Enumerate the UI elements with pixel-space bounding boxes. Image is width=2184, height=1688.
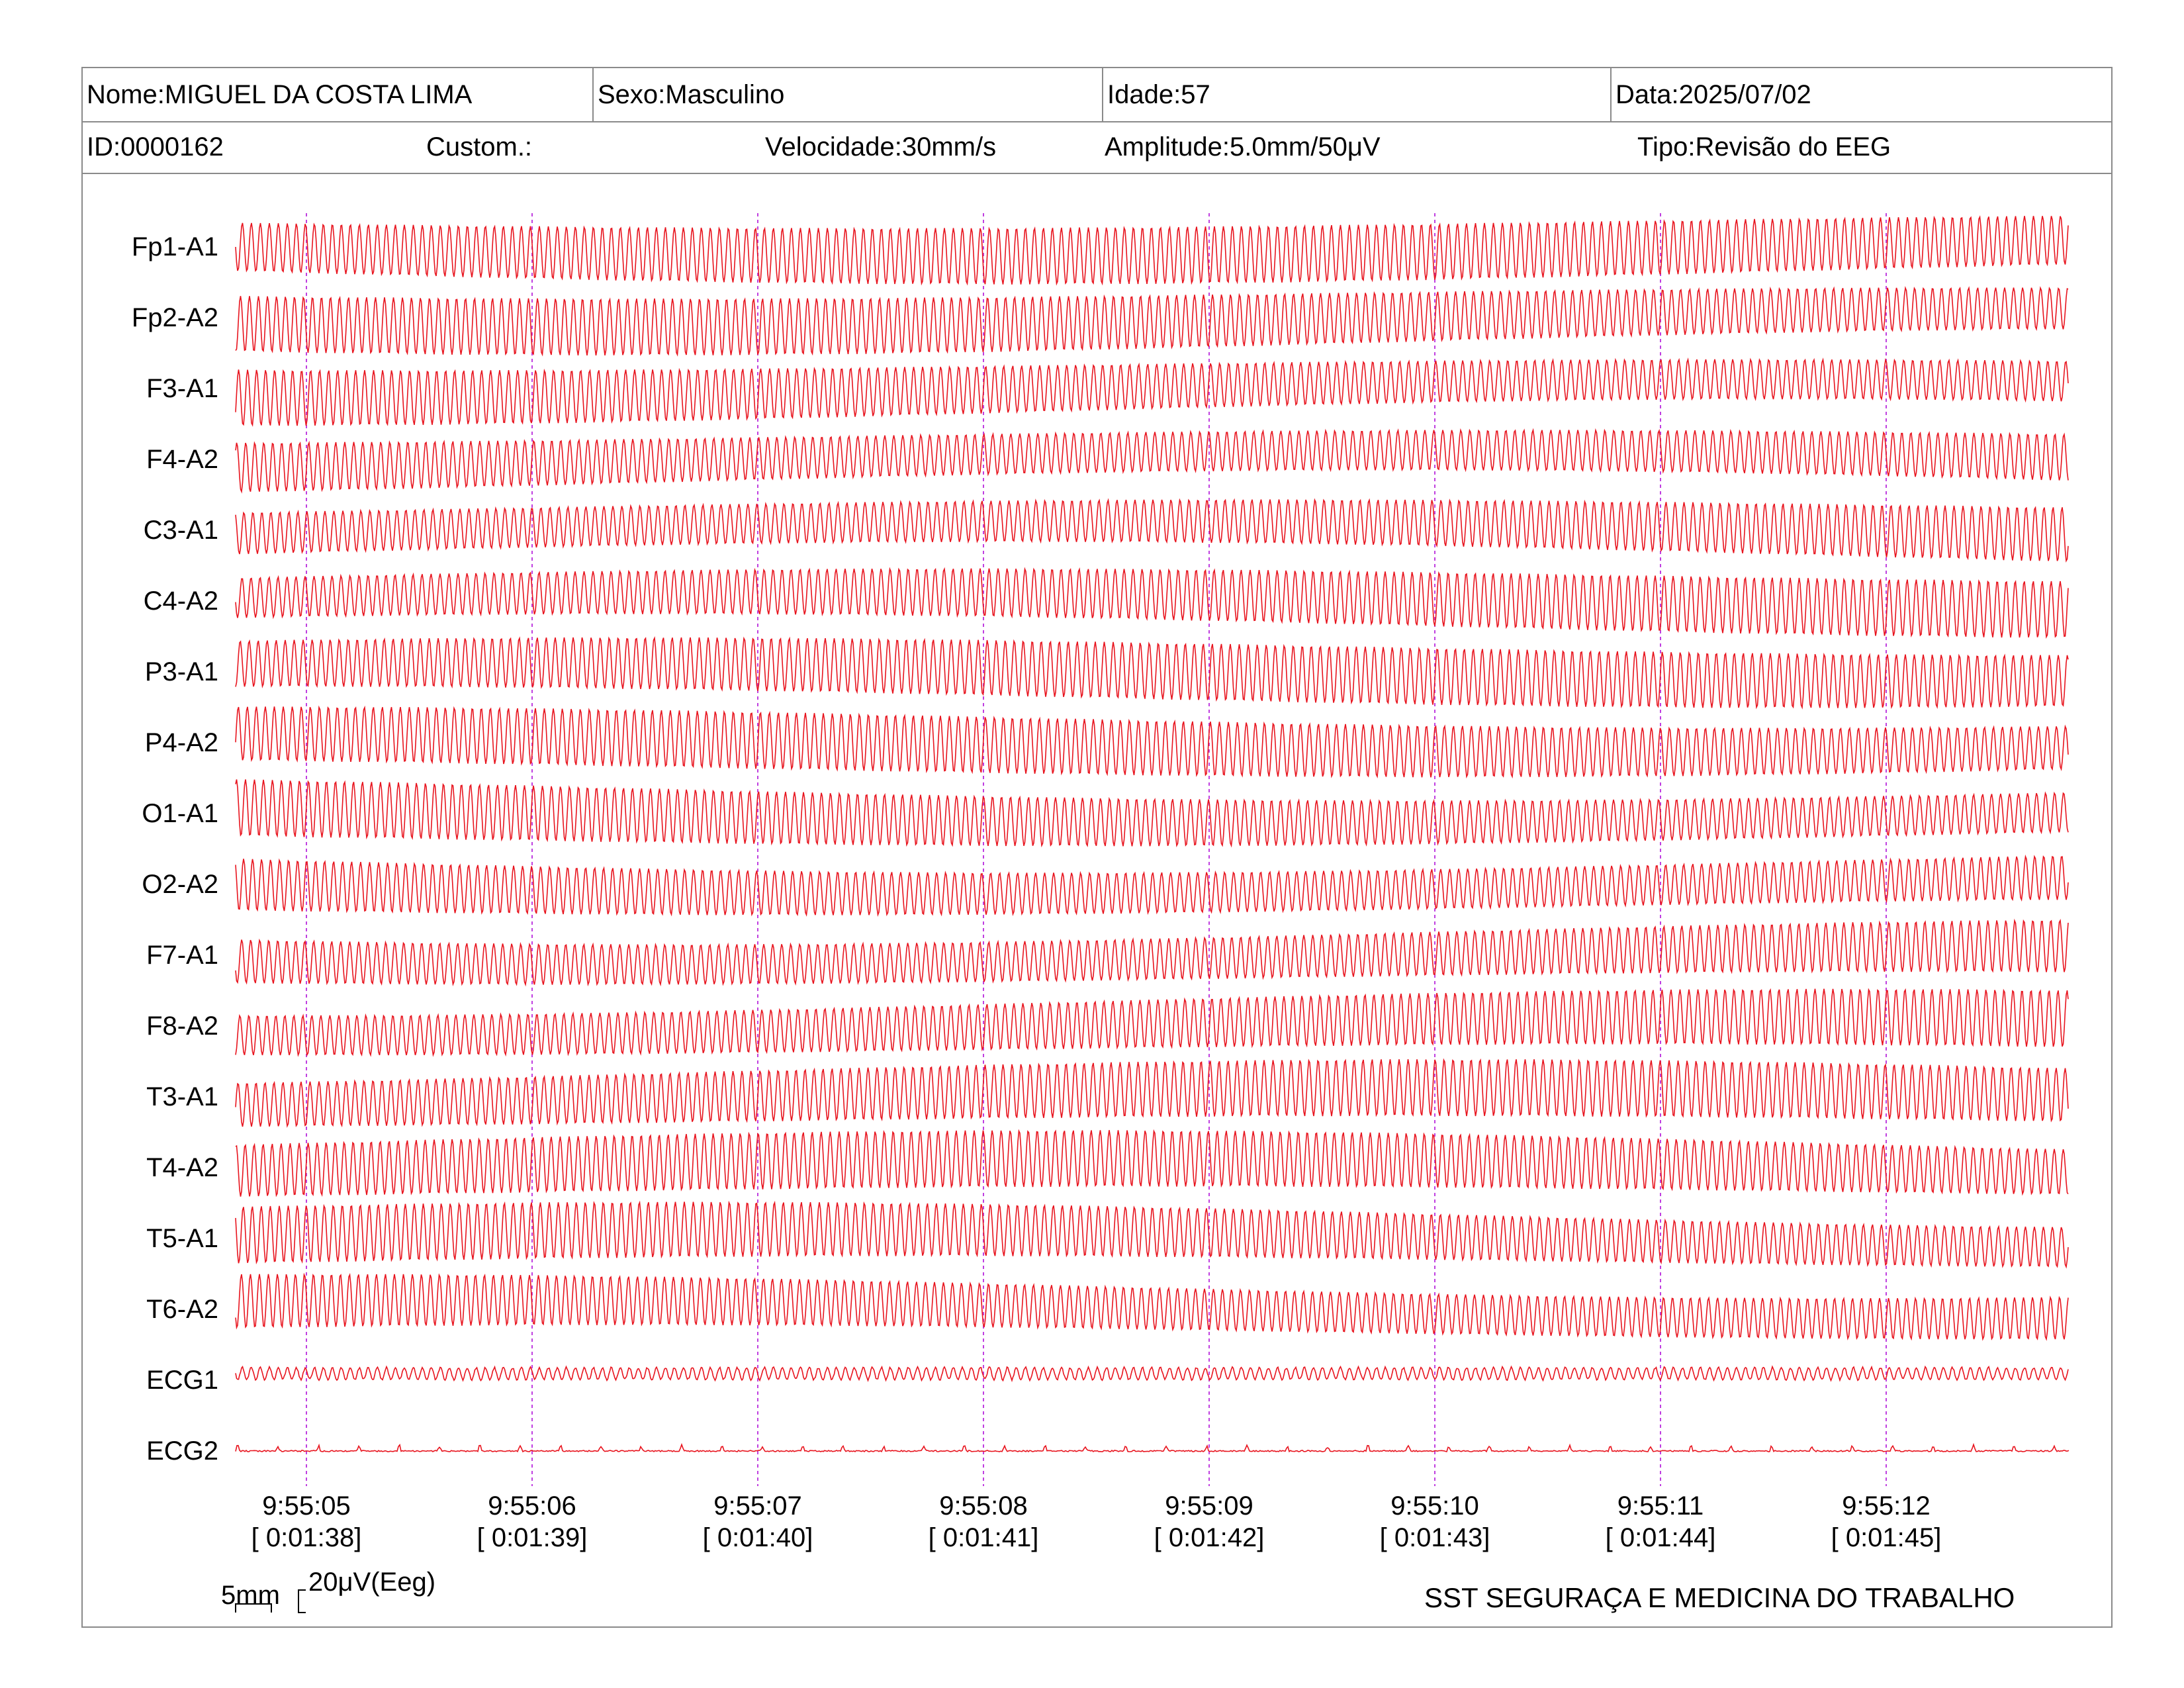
channel-label: F4-A2 (146, 445, 218, 474)
channel-label: ECG1 (146, 1366, 218, 1395)
channel-trace (235, 357, 2069, 427)
time-elapsed-label: [ 0:01:42] (1154, 1523, 1265, 1552)
channel-trace (235, 286, 2069, 357)
time-elapsed-label: [ 0:01:38] (251, 1523, 362, 1552)
channel-trace (235, 1442, 2070, 1453)
time-elapsed-label: [ 0:01:41] (928, 1523, 1039, 1552)
header-row-patient: Nome:MIGUEL DA COSTA LIMA Sexo:Masculino… (83, 68, 2111, 122)
channel-trace (235, 988, 2069, 1057)
channel-trace (235, 635, 2069, 710)
speed-setting: Velocidade:30mm/s (765, 132, 997, 162)
eeg-report-sheet: Nome:MIGUEL DA COSTA LIMA Sexo:Masculino… (81, 67, 2113, 1628)
time-elapsed-label: [ 0:01:44] (1605, 1523, 1716, 1552)
time-clock-label: 9:55:07 (713, 1491, 802, 1521)
patient-age: Idade:57 (1103, 68, 1612, 121)
channel-label: ECG2 (146, 1436, 218, 1466)
channel-trace (235, 854, 2069, 917)
footer-company: SST SEGURAÇA E MEDICINA DO TRABALHO (1424, 1582, 2015, 1613)
channel-trace (235, 1129, 2069, 1197)
channel-label: P3-A1 (144, 657, 218, 686)
time-clock-label: 9:55:12 (1842, 1491, 1931, 1521)
time-elapsed-label: [ 0:01:40] (702, 1523, 813, 1552)
channel-label: T4-A2 (146, 1153, 218, 1182)
time-clock-label: 9:55:11 (1617, 1491, 1704, 1521)
channel-label: C4-A2 (143, 586, 218, 616)
channel-trace (235, 1200, 2069, 1269)
channel-trace (235, 1058, 2069, 1128)
channel-label: P4-A2 (144, 728, 218, 757)
channel-trace (235, 428, 2069, 494)
channel-label: Fp2-A2 (131, 303, 218, 332)
patient-sex: Sexo:Masculino (594, 68, 1103, 121)
channel-trace (235, 918, 2069, 987)
header-row-exam: ID:0000162 Custom.: Velocidade:30mm/s Am… (83, 121, 2111, 174)
time-clock-label: 9:55:10 (1390, 1491, 1479, 1521)
channel-trace (235, 1272, 2069, 1341)
channel-label: T5-A1 (146, 1224, 218, 1253)
time-clock-label: 9:55:05 (262, 1491, 351, 1521)
time-elapsed-label: [ 0:01:45] (1831, 1523, 1942, 1552)
scale-vertical-label: 20μV(Eeg) (308, 1568, 436, 1597)
channel-trace (235, 779, 2069, 848)
time-elapsed-label: [ 0:01:39] (477, 1523, 588, 1552)
channel-label: F3-A1 (146, 374, 218, 403)
channel-trace (235, 1365, 2069, 1383)
scale-horizontal-label: 5mm (221, 1581, 280, 1610)
channel-label: Fp1-A1 (131, 232, 218, 261)
channel-label: O2-A2 (142, 870, 218, 899)
channel-label: F8-A2 (146, 1011, 218, 1041)
channel-trace (235, 567, 2069, 639)
channel-label: C3-A1 (143, 516, 218, 545)
exam-date: Data:2025/07/02 (1615, 79, 1811, 109)
channel-trace (235, 498, 2069, 563)
time-clock-label: 9:55:09 (1165, 1491, 1253, 1521)
channel-trace (235, 215, 2069, 286)
channel-label: T6-A2 (146, 1295, 218, 1324)
time-clock-label: 9:55:06 (488, 1491, 576, 1521)
patient-name: Nome:MIGUEL DA COSTA LIMA (83, 68, 594, 121)
channel-label: T3-A1 (146, 1082, 218, 1111)
patient-id: ID:0000162 (87, 132, 224, 162)
exam-type: Tipo:Revisão do EEG (1637, 132, 1891, 162)
channel-trace (235, 705, 2069, 779)
channel-label: O1-A1 (142, 799, 218, 828)
time-clock-label: 9:55:08 (939, 1491, 1028, 1521)
channel-label: F7-A1 (146, 941, 218, 970)
custom-field: Custom.: (426, 132, 533, 162)
amplitude-setting: Amplitude:5.0mm/50μV (1105, 132, 1381, 162)
time-elapsed-label: [ 0:01:43] (1379, 1523, 1490, 1552)
